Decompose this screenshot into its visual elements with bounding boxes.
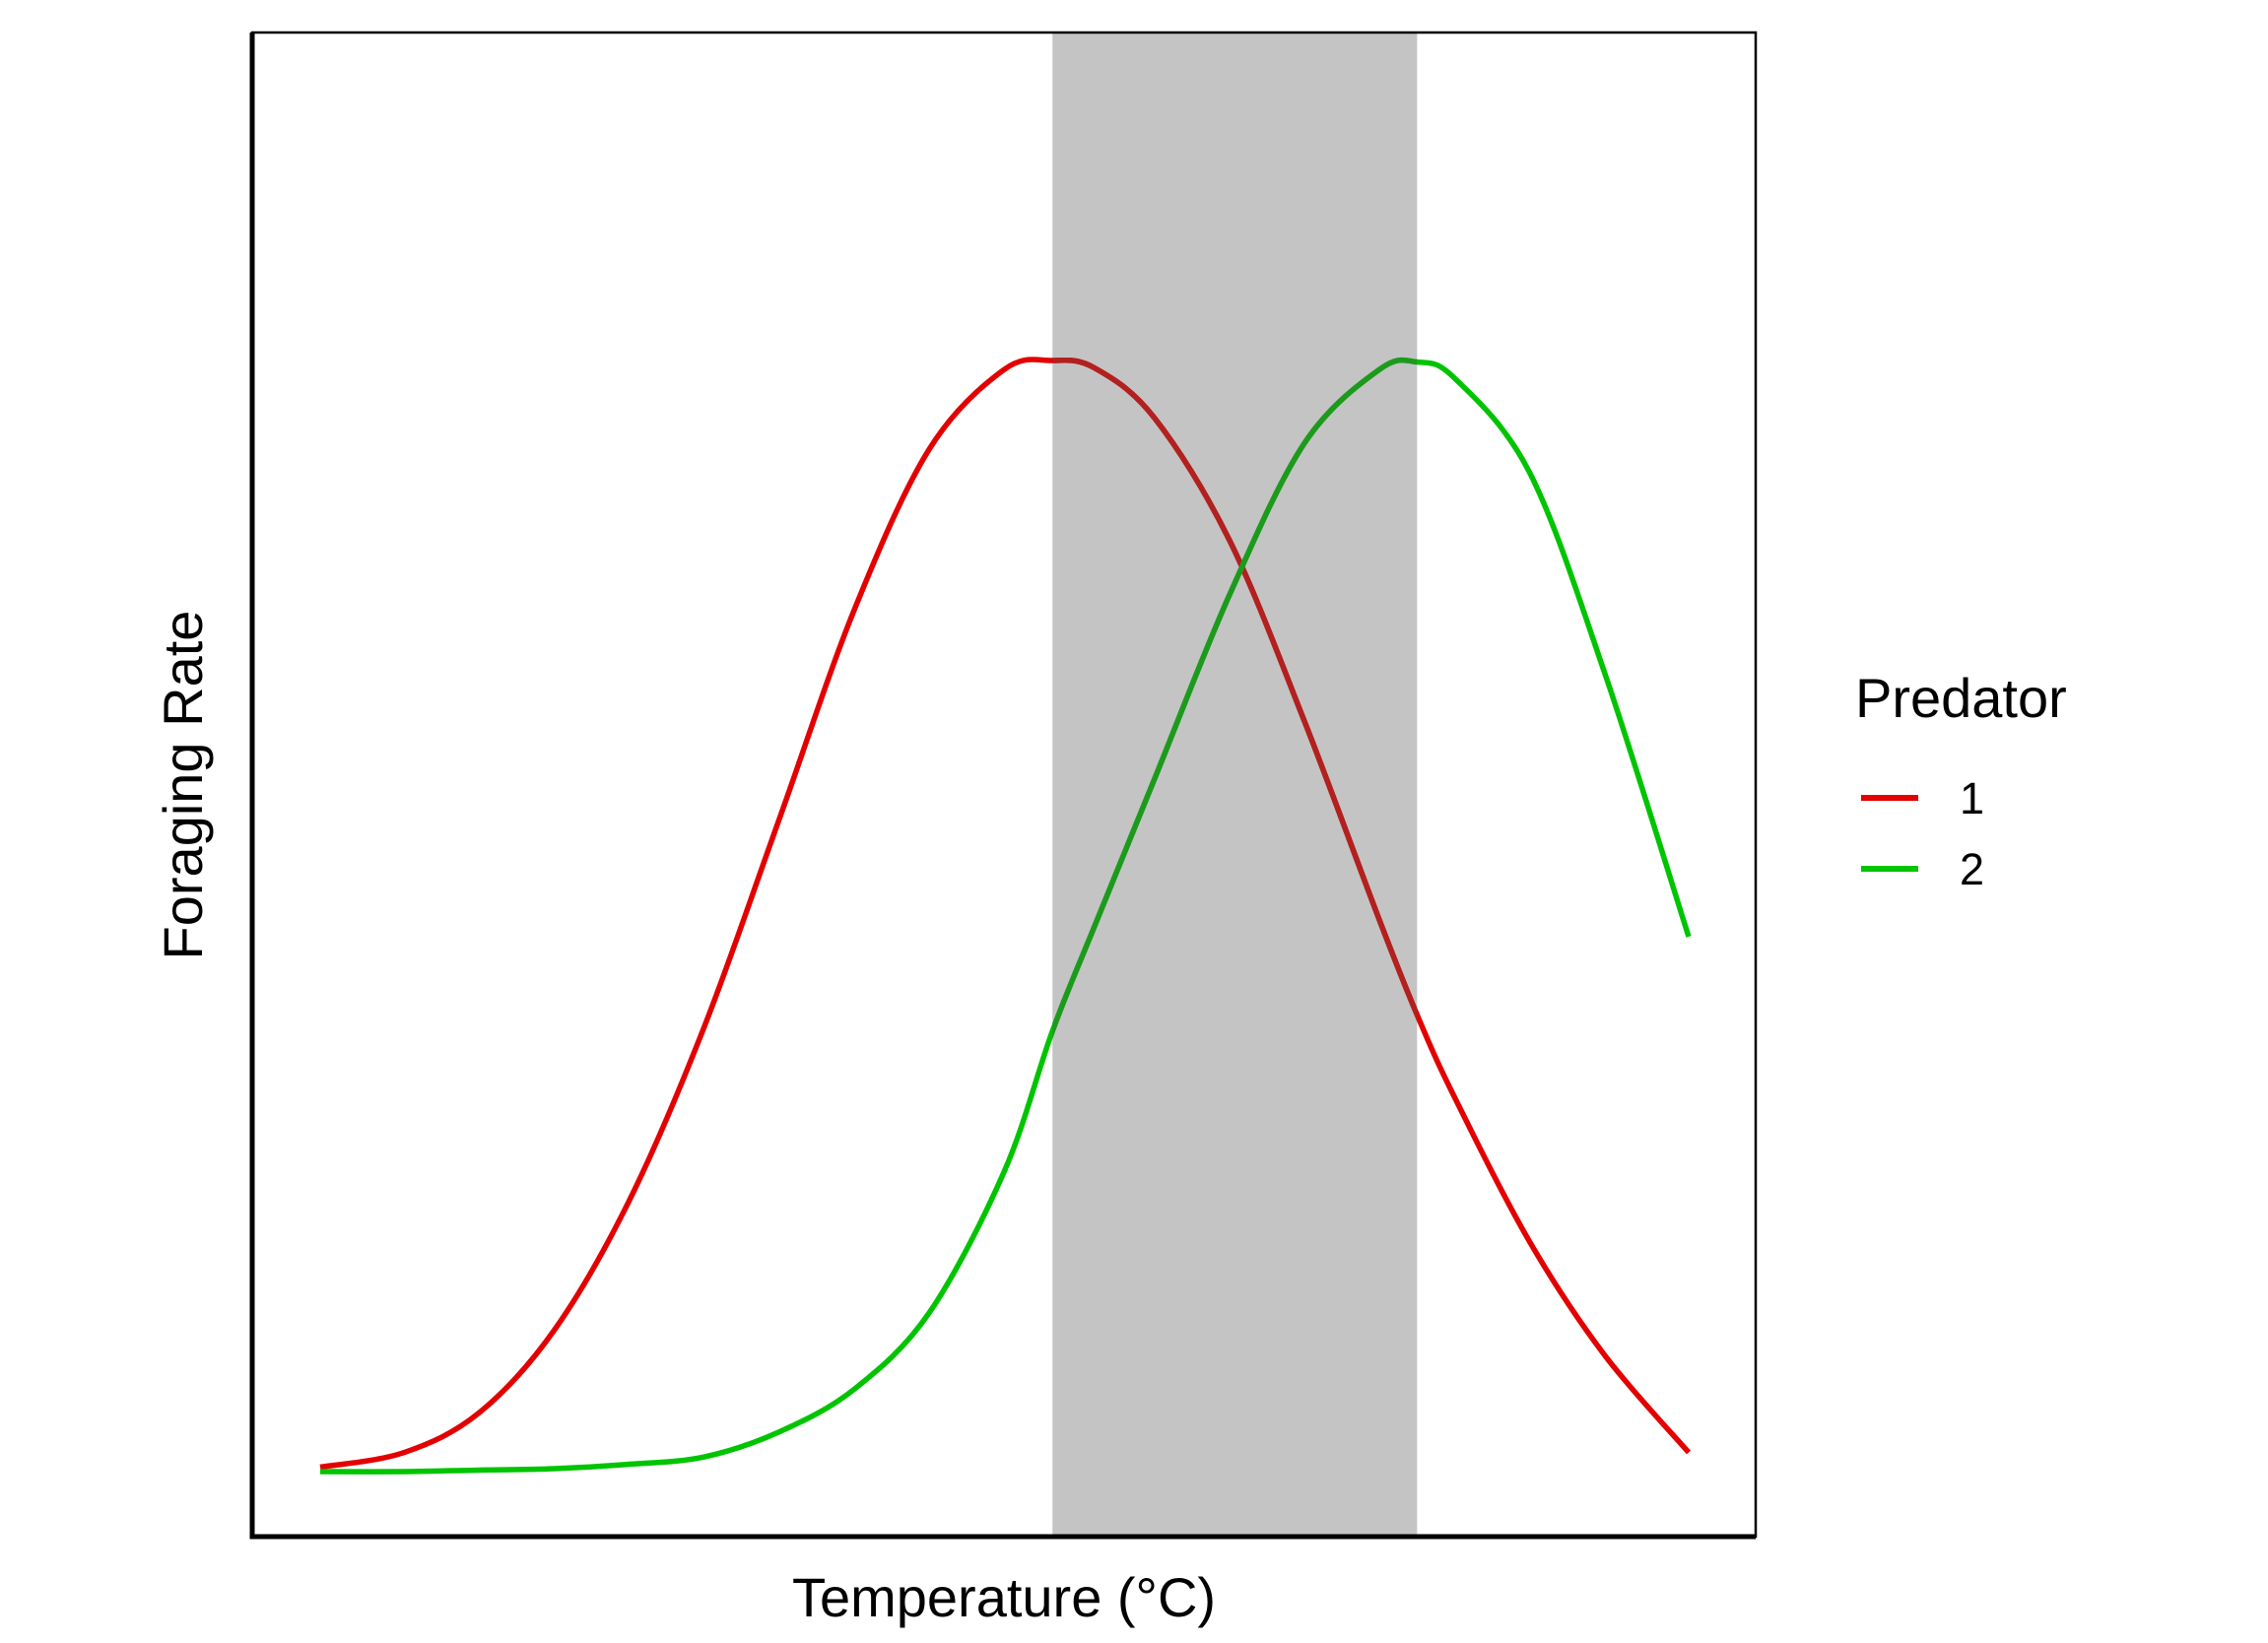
plot-frame (249, 31, 1758, 1540)
legend-label-2: 2 (1960, 844, 1984, 894)
x-axis-title: Temperature (°C) (792, 1566, 1216, 1628)
shaded-region (1052, 33, 1418, 1537)
legend-label-1: 1 (1960, 773, 1984, 823)
series-1-line (319, 357, 1692, 1471)
legend: Predator 1 2 (1855, 667, 2067, 894)
series-lines (319, 357, 1692, 1475)
series-2-line-shaded (1052, 357, 1418, 1039)
y-axis-title: Foraging Rate (152, 611, 214, 960)
plot-area (252, 33, 1756, 1537)
legend-title: Predator (1855, 667, 2067, 729)
panel-background (252, 33, 1756, 1537)
